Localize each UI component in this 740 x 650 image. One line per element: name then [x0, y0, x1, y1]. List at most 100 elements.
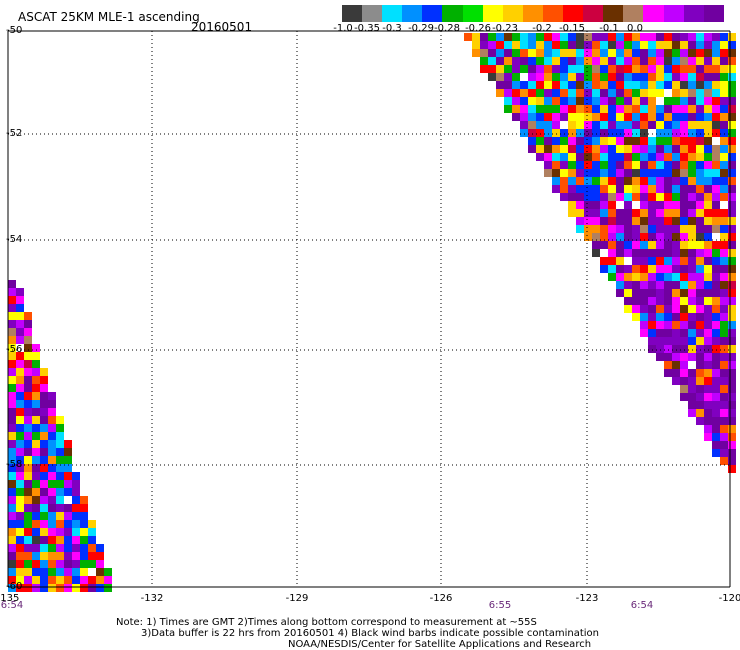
swath-cell: [664, 81, 672, 89]
swath-cell: [728, 353, 736, 361]
swath-cell: [592, 105, 600, 113]
swath-cell: [8, 480, 16, 488]
swath-cell: [720, 81, 728, 89]
swath-cell: [728, 185, 736, 193]
swath-cell: [512, 65, 520, 73]
swath-cell: [672, 337, 680, 345]
swath-cell: [696, 257, 704, 265]
swath-cell: [696, 113, 704, 121]
swath-cell: [640, 89, 648, 97]
swath-cell: [528, 49, 536, 57]
swath-cell: [72, 504, 80, 512]
swath-cell: [520, 57, 528, 65]
swath-cell: [64, 488, 72, 496]
swath-cell: [8, 472, 16, 480]
swath-cell: [24, 312, 32, 320]
swath-cell: [584, 209, 592, 217]
swath-cell: [672, 249, 680, 257]
swath-cell: [712, 185, 720, 193]
swath-cell: [632, 313, 640, 321]
swath-cell: [656, 241, 664, 249]
swath-cell: [528, 105, 536, 113]
swath-cell: [72, 528, 80, 536]
swath-cell: [640, 217, 648, 225]
swath-cell: [608, 105, 616, 113]
swath-cell: [632, 281, 640, 289]
swath-cell: [688, 369, 696, 377]
swath-cell: [712, 377, 720, 385]
swath-cell: [704, 81, 712, 89]
swath-cell: [648, 185, 656, 193]
swath-cell: [568, 193, 576, 201]
swath-cell: [632, 129, 640, 137]
swath-cell: [656, 105, 664, 113]
swath-cell: [696, 65, 704, 73]
swath-cell: [80, 568, 88, 576]
swath-cell: [8, 328, 16, 336]
swath-cell: [728, 169, 736, 177]
swath-cell: [672, 193, 680, 201]
swath-cell: [632, 209, 640, 217]
swath-cell: [712, 81, 720, 89]
swath-cell: [688, 289, 696, 297]
swath-cell: [688, 377, 696, 385]
swath-cell: [592, 137, 600, 145]
swath-cell: [664, 177, 672, 185]
swath-cell: [712, 169, 720, 177]
swath-cell: [536, 57, 544, 65]
swath-cell: [16, 480, 24, 488]
swath-cell: [104, 584, 112, 592]
swath-cell: [8, 336, 16, 344]
swath-cell: [72, 480, 80, 488]
swath-cell: [600, 65, 608, 73]
swath-cell: [624, 177, 632, 185]
swath-cell: [520, 81, 528, 89]
swath-cell: [720, 41, 728, 49]
swath-cell: [552, 65, 560, 73]
swath-cell: [632, 49, 640, 57]
swath-cell: [600, 121, 608, 129]
swath-cell: [592, 169, 600, 177]
swath-cell: [664, 137, 672, 145]
swath-cell: [32, 520, 40, 528]
swath-cell: [632, 105, 640, 113]
swath-cell: [680, 193, 688, 201]
swath-cell: [712, 57, 720, 65]
swath-cell: [552, 49, 560, 57]
swath-cell: [720, 33, 728, 41]
swath-cell: [712, 97, 720, 105]
swath-cell: [688, 33, 696, 41]
swath-cell: [728, 137, 736, 145]
swath-cell: [544, 145, 552, 153]
swath-cell: [680, 337, 688, 345]
swath-cell: [40, 472, 48, 480]
swath-cell: [640, 265, 648, 273]
swath-cell: [680, 177, 688, 185]
swath-cell: [576, 73, 584, 81]
swath-cell: [712, 409, 720, 417]
swath-cell: [648, 169, 656, 177]
swath-cell: [8, 376, 16, 384]
swath-cell: [672, 65, 680, 73]
swath-cell: [24, 336, 32, 344]
swath-cell: [16, 504, 24, 512]
swath-cell: [544, 161, 552, 169]
swath-cell: [672, 233, 680, 241]
color-scale-label: -0.28: [434, 23, 460, 34]
swath-cell: [624, 305, 632, 313]
swath-cell: [704, 113, 712, 121]
swath-cell: [16, 432, 24, 440]
swath-cell: [576, 217, 584, 225]
swath-cell: [632, 241, 640, 249]
swath-cell: [592, 65, 600, 73]
swath-cell: [32, 352, 40, 360]
swath-cell: [720, 361, 728, 369]
swath-cell: [608, 57, 616, 65]
swath-cell: [48, 464, 56, 472]
swath-cell: [680, 321, 688, 329]
swath-cell: [576, 145, 584, 153]
swath-cell: [640, 225, 648, 233]
swath-cell: [696, 121, 704, 129]
swath-cell: [560, 185, 568, 193]
swath-cell: [640, 297, 648, 305]
